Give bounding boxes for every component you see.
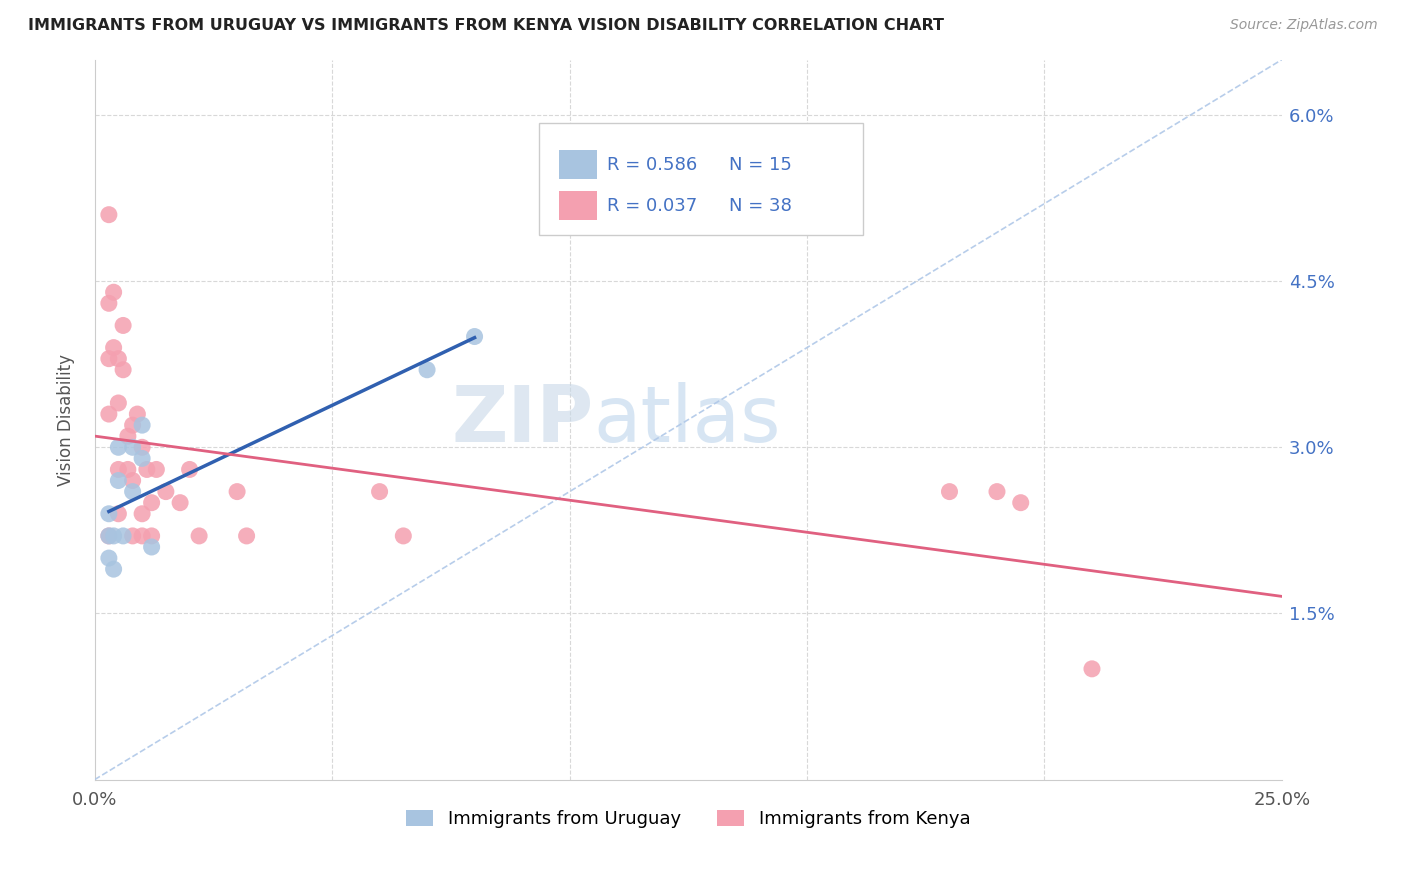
- Text: N = 38: N = 38: [730, 196, 792, 215]
- Point: [121, 418, 143, 433]
- Point: [938, 484, 960, 499]
- Point: [121, 484, 143, 499]
- Point: [986, 484, 1008, 499]
- Point: [112, 318, 135, 333]
- Point: [141, 529, 163, 543]
- Point: [121, 529, 143, 543]
- Point: [155, 484, 177, 499]
- Legend: Immigrants from Uruguay, Immigrants from Kenya: Immigrants from Uruguay, Immigrants from…: [399, 803, 977, 836]
- Point: [112, 529, 135, 543]
- Point: [117, 429, 139, 443]
- Point: [464, 329, 486, 343]
- Point: [107, 462, 129, 476]
- Point: [141, 496, 163, 510]
- Point: [117, 462, 139, 476]
- Point: [1081, 662, 1104, 676]
- Point: [226, 484, 249, 499]
- Point: [1010, 496, 1032, 510]
- Point: [103, 529, 125, 543]
- Point: [107, 351, 129, 366]
- Point: [145, 462, 167, 476]
- Point: [416, 363, 439, 377]
- Point: [103, 562, 125, 576]
- Point: [97, 296, 120, 310]
- Point: [131, 418, 153, 433]
- Point: [121, 474, 143, 488]
- Point: [97, 507, 120, 521]
- Text: atlas: atlas: [593, 382, 780, 458]
- Point: [107, 396, 129, 410]
- Point: [97, 208, 120, 222]
- Point: [235, 529, 257, 543]
- Text: IMMIGRANTS FROM URUGUAY VS IMMIGRANTS FROM KENYA VISION DISABILITY CORRELATION C: IMMIGRANTS FROM URUGUAY VS IMMIGRANTS FR…: [28, 18, 943, 33]
- Point: [97, 407, 120, 421]
- Point: [169, 496, 191, 510]
- Point: [97, 551, 120, 566]
- Text: Source: ZipAtlas.com: Source: ZipAtlas.com: [1230, 18, 1378, 32]
- Point: [107, 507, 129, 521]
- Point: [131, 507, 153, 521]
- Point: [131, 451, 153, 466]
- Point: [107, 440, 129, 454]
- Point: [112, 363, 135, 377]
- Point: [97, 351, 120, 366]
- Point: [127, 407, 149, 421]
- Point: [103, 341, 125, 355]
- Point: [392, 529, 415, 543]
- Point: [188, 529, 211, 543]
- Text: R = 0.586: R = 0.586: [607, 155, 697, 174]
- Point: [131, 440, 153, 454]
- Point: [121, 440, 143, 454]
- Point: [135, 462, 157, 476]
- Y-axis label: Vision Disability: Vision Disability: [58, 353, 75, 485]
- Point: [368, 484, 391, 499]
- Point: [97, 529, 120, 543]
- Point: [179, 462, 201, 476]
- Point: [103, 285, 125, 300]
- Point: [141, 540, 163, 554]
- Text: N = 15: N = 15: [730, 155, 792, 174]
- Text: R = 0.037: R = 0.037: [607, 196, 697, 215]
- Point: [97, 529, 120, 543]
- Point: [107, 474, 129, 488]
- Point: [131, 529, 153, 543]
- Text: ZIP: ZIP: [451, 382, 593, 458]
